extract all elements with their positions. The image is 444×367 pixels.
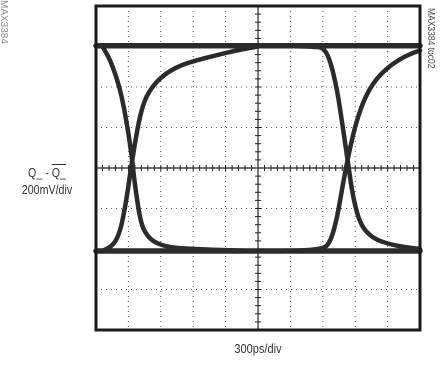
figure-id: MAX3384 toc02 <box>425 8 436 69</box>
waveform-trace-4 <box>100 44 261 254</box>
cut-off-margin-text: MAX3384 <box>0 0 9 44</box>
x-axis-label: 300ps/div <box>234 341 282 356</box>
signal-complement: Q_ <box>51 165 66 180</box>
waveform-trace-6 <box>255 48 423 254</box>
signal-separator: - <box>45 165 49 180</box>
signal-name: Q_ <box>28 165 43 180</box>
y-axis-label-signal: Q_ - Q_ <box>8 164 85 181</box>
waveform-traces <box>93 42 423 254</box>
plot-frame <box>94 4 422 332</box>
waveform-trace-3 <box>100 44 261 254</box>
waveform-trace-5 <box>255 43 423 252</box>
grid <box>95 5 421 331</box>
y-axis-label-scale: 200mV/div <box>21 182 73 197</box>
